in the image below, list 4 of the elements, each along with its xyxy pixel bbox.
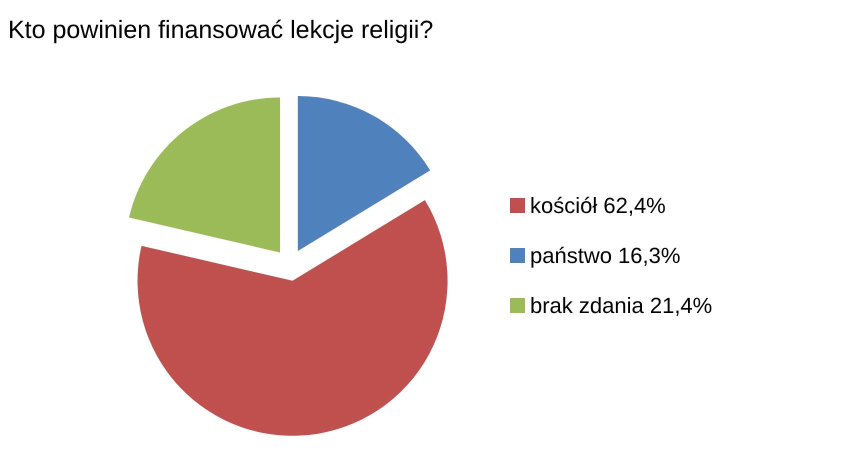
legend-label: kościół 62,4% [530, 193, 666, 218]
legend-label: państwo 16,3% [530, 243, 680, 268]
chart-title: Kto powinien finansować lekcje religii? [8, 16, 434, 44]
legend-label: brak zdania 21,4% [530, 293, 712, 318]
